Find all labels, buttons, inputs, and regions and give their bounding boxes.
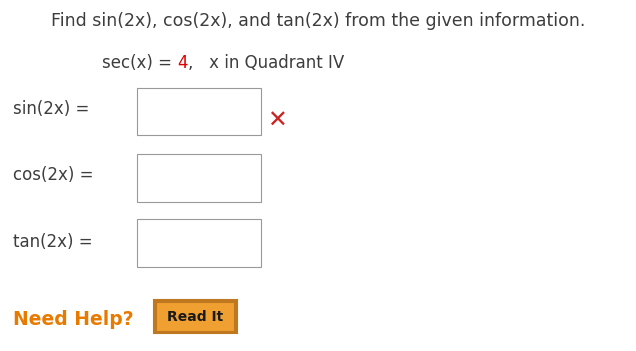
Text: sin(2x) =: sin(2x) = — [13, 100, 89, 118]
FancyBboxPatch shape — [137, 219, 261, 267]
FancyBboxPatch shape — [154, 300, 237, 333]
Text: Find sin(2x), cos(2x), and tan(2x) from the given information.: Find sin(2x), cos(2x), and tan(2x) from … — [51, 12, 585, 30]
Text: sec(x) =: sec(x) = — [102, 54, 177, 72]
Text: cos(2x) =: cos(2x) = — [13, 166, 93, 185]
Text: Need Help?: Need Help? — [13, 310, 134, 329]
Text: Read It: Read It — [167, 310, 224, 324]
Text: ✕: ✕ — [266, 109, 287, 133]
FancyBboxPatch shape — [137, 88, 261, 135]
Text: 4: 4 — [177, 54, 188, 72]
FancyBboxPatch shape — [156, 302, 235, 332]
FancyBboxPatch shape — [137, 154, 261, 202]
Text: ,   x in Quadrant IV: , x in Quadrant IV — [188, 54, 344, 72]
Text: tan(2x) =: tan(2x) = — [13, 233, 92, 251]
